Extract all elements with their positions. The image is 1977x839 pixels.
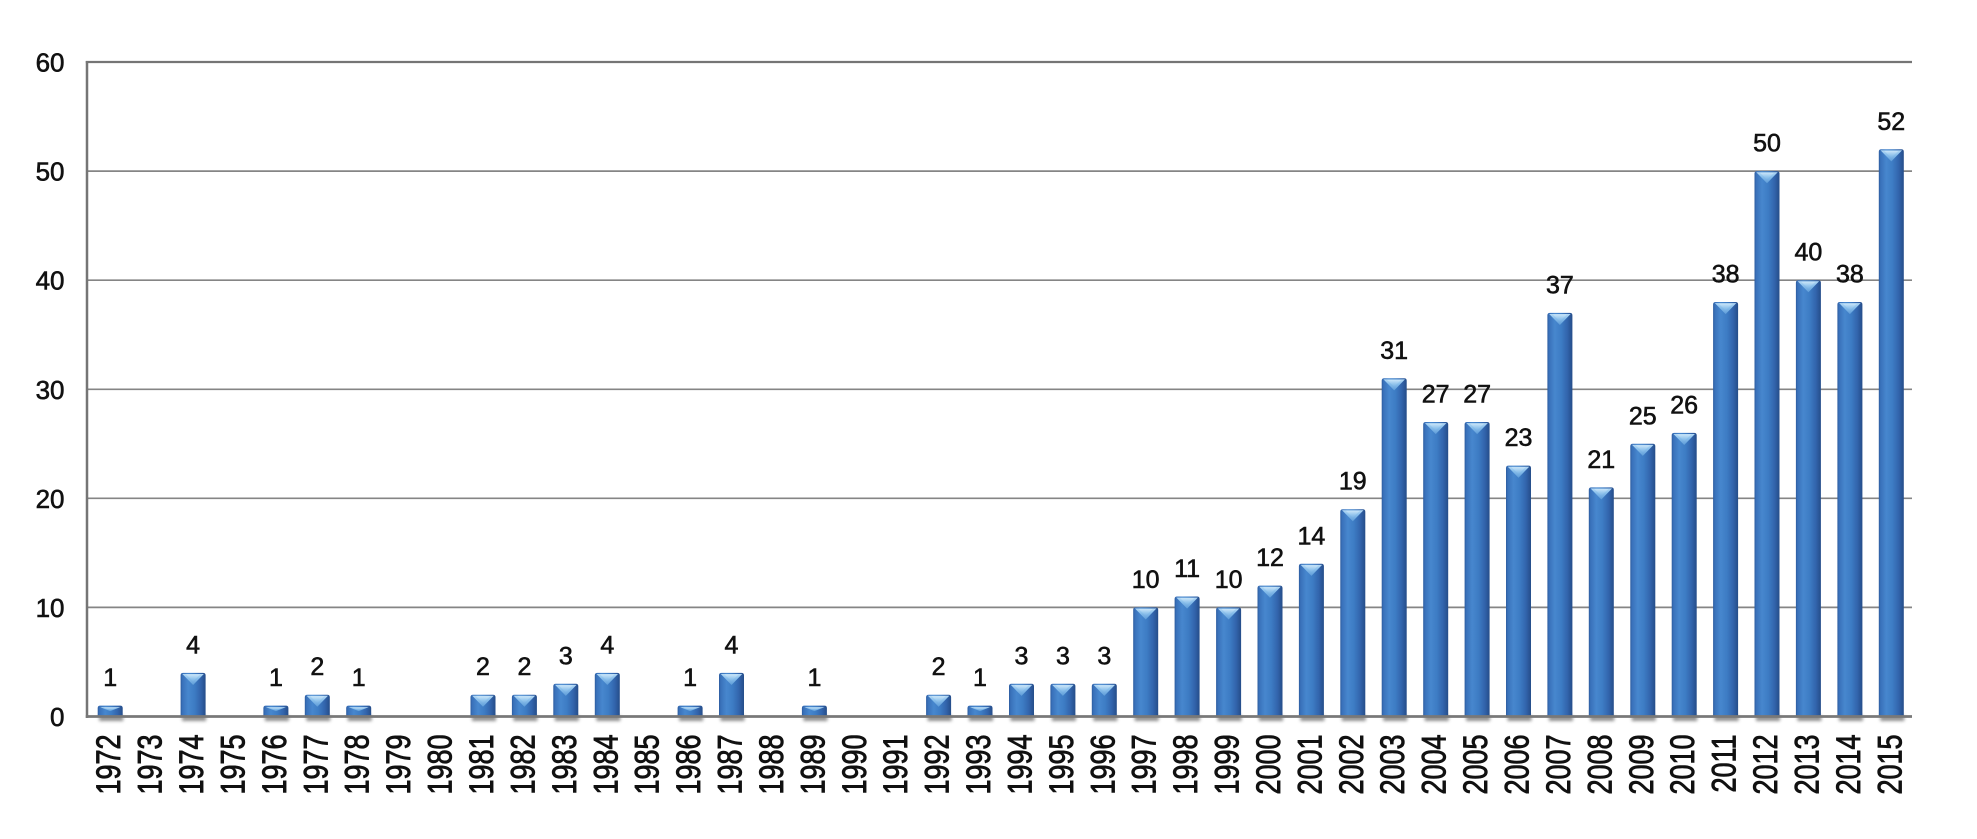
svg-text:1993: 1993 — [959, 735, 998, 795]
svg-text:2: 2 — [517, 653, 531, 681]
svg-text:27: 27 — [1422, 381, 1450, 409]
svg-text:1994: 1994 — [1000, 735, 1039, 795]
svg-text:1972: 1972 — [89, 735, 128, 795]
svg-text:1981: 1981 — [462, 735, 501, 795]
svg-text:52: 52 — [1877, 108, 1905, 136]
svg-text:1977: 1977 — [296, 735, 335, 795]
svg-text:2008: 2008 — [1580, 735, 1619, 795]
svg-text:27: 27 — [1463, 381, 1491, 409]
svg-text:10: 10 — [36, 593, 65, 623]
svg-text:1986: 1986 — [669, 735, 708, 795]
svg-text:2000: 2000 — [1249, 735, 1288, 795]
svg-text:1985: 1985 — [628, 735, 667, 795]
svg-text:1: 1 — [103, 664, 117, 692]
svg-text:4: 4 — [186, 631, 200, 659]
svg-text:25: 25 — [1629, 402, 1657, 430]
svg-text:23: 23 — [1505, 424, 1533, 452]
svg-text:1973: 1973 — [131, 735, 170, 795]
svg-text:2015: 2015 — [1870, 735, 1909, 795]
svg-text:20: 20 — [36, 484, 65, 514]
svg-text:3: 3 — [1015, 642, 1029, 670]
svg-text:1997: 1997 — [1125, 735, 1164, 795]
svg-text:2013: 2013 — [1787, 735, 1826, 795]
svg-text:2005: 2005 — [1456, 735, 1495, 795]
svg-text:1982: 1982 — [503, 735, 542, 795]
svg-text:3: 3 — [1097, 642, 1111, 670]
svg-text:10: 10 — [1132, 566, 1160, 594]
svg-text:14: 14 — [1297, 522, 1325, 550]
svg-text:1978: 1978 — [338, 735, 377, 795]
svg-text:1974: 1974 — [172, 735, 211, 795]
svg-text:50: 50 — [1753, 130, 1781, 158]
svg-text:26: 26 — [1670, 391, 1698, 419]
svg-text:1: 1 — [269, 664, 283, 692]
svg-text:1: 1 — [352, 664, 366, 692]
svg-text:4: 4 — [725, 631, 739, 659]
svg-text:2: 2 — [476, 653, 490, 681]
svg-text:1984: 1984 — [586, 735, 625, 795]
svg-text:1976: 1976 — [255, 735, 294, 795]
svg-text:37: 37 — [1546, 271, 1574, 299]
svg-text:2: 2 — [932, 653, 946, 681]
svg-text:1975: 1975 — [213, 735, 252, 795]
svg-text:19: 19 — [1339, 468, 1367, 496]
svg-text:2004: 2004 — [1415, 735, 1454, 795]
svg-text:10: 10 — [1215, 566, 1243, 594]
svg-text:1991: 1991 — [876, 735, 915, 795]
svg-text:30: 30 — [36, 375, 65, 405]
svg-text:2009: 2009 — [1622, 735, 1661, 795]
svg-text:12: 12 — [1256, 544, 1284, 572]
svg-text:1980: 1980 — [421, 735, 460, 795]
svg-text:1983: 1983 — [545, 735, 584, 795]
svg-text:38: 38 — [1836, 261, 1864, 289]
svg-text:50: 50 — [36, 157, 65, 187]
svg-text:1999: 1999 — [1208, 735, 1247, 795]
svg-text:2007: 2007 — [1539, 735, 1578, 795]
svg-text:2003: 2003 — [1373, 735, 1412, 795]
svg-text:1988: 1988 — [752, 735, 791, 795]
svg-text:1996: 1996 — [1083, 735, 1122, 795]
svg-text:38: 38 — [1712, 261, 1740, 289]
svg-text:1995: 1995 — [1042, 735, 1081, 795]
svg-text:0: 0 — [50, 702, 64, 732]
svg-text:2006: 2006 — [1497, 735, 1536, 795]
svg-text:1989: 1989 — [793, 735, 832, 795]
svg-text:40: 40 — [36, 266, 65, 296]
svg-text:2011: 2011 — [1705, 735, 1744, 793]
svg-text:2002: 2002 — [1332, 735, 1371, 795]
svg-text:2001: 2001 — [1290, 735, 1329, 795]
svg-text:11: 11 — [1174, 555, 1200, 583]
svg-text:2: 2 — [310, 653, 324, 681]
svg-text:1: 1 — [807, 664, 821, 692]
svg-text:40: 40 — [1794, 239, 1822, 267]
svg-text:1998: 1998 — [1166, 735, 1205, 795]
svg-text:1: 1 — [973, 664, 987, 692]
svg-text:60: 60 — [36, 48, 65, 78]
svg-text:2010: 2010 — [1663, 735, 1702, 795]
svg-text:1987: 1987 — [710, 735, 749, 795]
svg-text:21: 21 — [1587, 446, 1615, 474]
svg-text:3: 3 — [1056, 642, 1070, 670]
svg-text:3: 3 — [559, 642, 573, 670]
svg-text:1990: 1990 — [835, 735, 874, 795]
svg-text:4: 4 — [600, 631, 614, 659]
svg-text:2014: 2014 — [1829, 735, 1868, 795]
svg-text:31: 31 — [1380, 337, 1408, 365]
svg-text:1: 1 — [683, 664, 697, 692]
svg-text:1979: 1979 — [379, 735, 418, 795]
svg-text:1992: 1992 — [918, 735, 957, 795]
svg-text:2012: 2012 — [1746, 735, 1785, 795]
